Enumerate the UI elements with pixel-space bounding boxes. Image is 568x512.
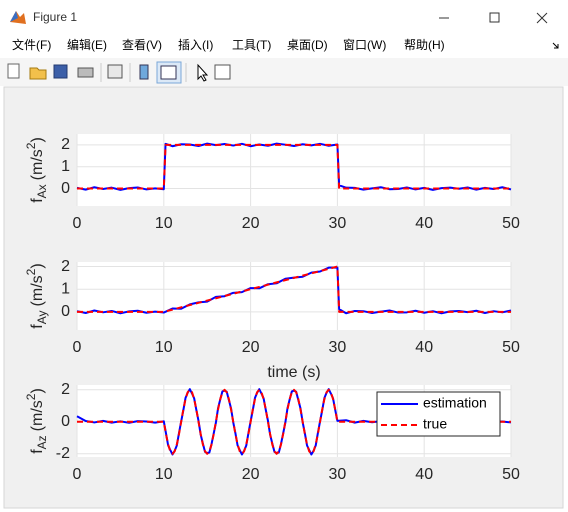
- x-tick-label: 30: [329, 339, 347, 356]
- legend-label: estimation: [423, 395, 487, 411]
- x-tick-label: 50: [502, 466, 520, 483]
- menu-item[interactable]: 文件(F): [12, 37, 51, 52]
- x-tick-label: 30: [329, 215, 347, 232]
- x-tick-label: 50: [502, 339, 520, 356]
- x-tick-label: 20: [242, 339, 260, 356]
- y-tick-label: 2: [61, 381, 70, 398]
- y-label-end: ): [29, 388, 46, 393]
- y-tick-label: 0: [61, 303, 70, 320]
- menu-item[interactable]: 插入(I): [178, 38, 213, 52]
- legend-box: [376, 391, 501, 437]
- y-tick-label: 1: [61, 280, 70, 297]
- y-tick-label: 1: [61, 158, 70, 175]
- plot-area: [77, 262, 511, 330]
- y-label-base: f: [29, 449, 46, 454]
- print-button[interactable]: [77, 67, 94, 78]
- save-button[interactable]: [53, 64, 68, 79]
- legend: estimation true: [376, 391, 501, 437]
- maximize-button[interactable]: [489, 12, 500, 23]
- y-label-end: ): [29, 137, 46, 142]
- y-label-sup: 2: [24, 142, 38, 149]
- y-label-sub: Ax: [35, 184, 49, 198]
- x-tick-label: 40: [415, 215, 433, 232]
- x-tick-label: 40: [415, 466, 433, 483]
- toolbar: [0, 58, 568, 86]
- series-line: [77, 143, 511, 190]
- menu-item[interactable]: 编辑(E): [67, 37, 107, 52]
- y-axis-label: fAy (m/s2): [24, 263, 49, 328]
- toolbar-background: [0, 58, 568, 86]
- menu-item[interactable]: 帮助(H): [404, 38, 445, 52]
- y-tick-label: 0: [61, 180, 70, 197]
- legend-label: true: [423, 416, 447, 432]
- colorbar-button[interactable]: [139, 64, 149, 80]
- y-label-unit: (m/s: [29, 149, 46, 180]
- x-tick-label: 10: [155, 466, 173, 483]
- pointer-button[interactable]: [197, 63, 209, 82]
- x-tick-label: 0: [73, 215, 82, 232]
- x-axis-label: time (s): [267, 364, 320, 381]
- y-label-sup: 2: [24, 393, 38, 400]
- y-label-base: f: [29, 324, 46, 329]
- x-tick-label: 20: [242, 215, 260, 232]
- y-label-sub: Ay: [35, 310, 49, 324]
- x-tick-label: 10: [155, 339, 173, 356]
- menu-item[interactable]: 工具(T): [232, 38, 271, 52]
- x-tick-label: 50: [502, 215, 520, 232]
- y-tick-label: 2: [61, 258, 70, 275]
- x-tick-label: 40: [415, 339, 433, 356]
- x-tick-label: 10: [155, 215, 173, 232]
- x-tick-label: 0: [73, 466, 82, 483]
- new-button[interactable]: [7, 63, 20, 79]
- link-button[interactable]: [107, 64, 123, 79]
- y-tick-label: 0: [61, 413, 70, 430]
- menu-item[interactable]: 桌面(D): [287, 38, 328, 52]
- y-label-base: f: [29, 198, 46, 203]
- property-button[interactable]: [214, 64, 231, 80]
- y-label-unit: (m/s: [29, 275, 46, 306]
- y-label-sup: 2: [24, 268, 38, 275]
- y-axis-label: fAx (m/s2): [24, 137, 49, 203]
- open-button[interactable]: [29, 67, 47, 80]
- x-tick-label: 20: [242, 466, 260, 483]
- menu-arrow[interactable]: [552, 42, 559, 49]
- y-axis-label: fAz (m/s2): [24, 388, 49, 454]
- y-tick-label: -2: [56, 445, 70, 462]
- close-button[interactable]: [536, 12, 548, 24]
- window-title: Figure 1: [33, 10, 77, 24]
- menu-bar: 文件(F) 编辑(E) 查看(V) 插入(I) 工具(T) 桌面(D) 窗口(W…: [12, 37, 559, 52]
- series-line: [77, 265, 511, 313]
- x-tick-label: 30: [329, 466, 347, 483]
- x-tick-label: 0: [73, 339, 82, 356]
- y-label-end: ): [29, 263, 46, 268]
- menu-item[interactable]: 窗口(W): [343, 38, 386, 52]
- y-label-unit: (m/s: [29, 400, 46, 431]
- y-tick-label: 2: [61, 136, 70, 153]
- menu-item[interactable]: 查看(V): [122, 38, 162, 52]
- series-line: [77, 388, 511, 455]
- y-label-sub: Az: [35, 435, 49, 449]
- matlab-icon: [10, 11, 26, 24]
